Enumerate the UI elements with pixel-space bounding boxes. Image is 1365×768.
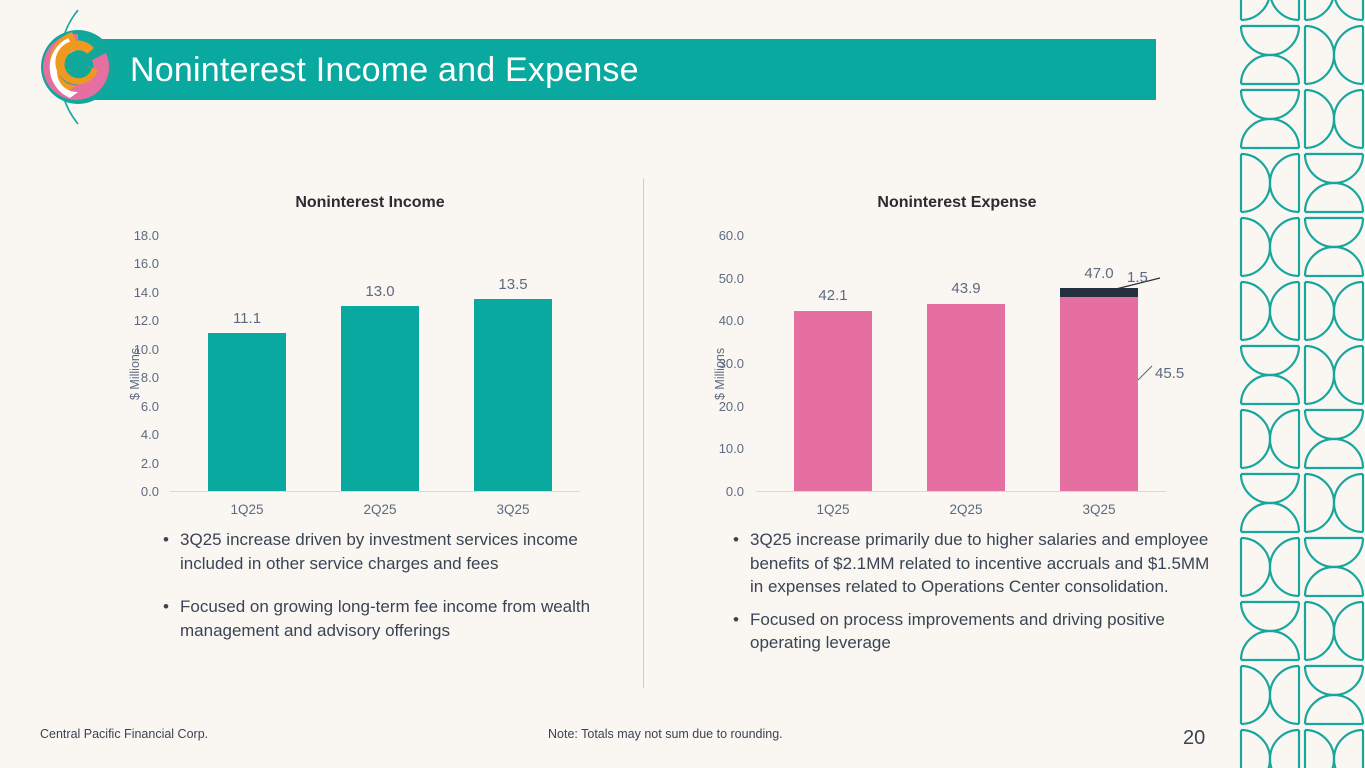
y-tick-left-10: 10.0	[133, 342, 159, 357]
list-item: • Focused on process improvements and dr…	[722, 608, 1214, 655]
bar-expense-2Q25	[927, 304, 1005, 491]
page-title: Noninterest Income and Expense	[130, 51, 639, 89]
vertical-divider	[643, 178, 644, 688]
y-tick-left-18: 18.0	[133, 228, 159, 243]
bar-expense-3Q25-core	[1060, 297, 1138, 491]
decorative-halfcircle-pattern	[1237, 0, 1365, 768]
list-item-text: Focused on growing long-term fee income …	[180, 597, 591, 640]
list-item-text: Focused on process improvements and driv…	[750, 609, 1165, 653]
callout-leader-lines	[1103, 277, 1161, 381]
y-tick-left-0: 0.0	[140, 484, 159, 499]
y-tick-left-14: 14.0	[133, 285, 159, 300]
bar-income-2Q25	[341, 306, 419, 491]
chart-title-noninterest-expense: Noninterest Expense	[877, 194, 1037, 211]
bullet-dot-icon: •	[163, 530, 169, 549]
data-label-income-1Q25: 11.1	[232, 310, 262, 327]
x-tick-left-1Q25: 1Q25	[230, 502, 264, 517]
x-tick-left-3Q25: 3Q25	[496, 502, 530, 517]
callout-label-consolidation: 1.5	[1127, 269, 1148, 286]
callout-label-core: 45.5	[1155, 365, 1185, 382]
bar-expense-3Q25-consolidation	[1060, 288, 1138, 297]
left-bullet-list: • 3Q25 increase driven by investment ser…	[152, 528, 612, 651]
x-axis-baseline-left	[170, 491, 580, 492]
bar-income-1Q25	[208, 333, 286, 491]
data-label-expense-2Q25: 43.9	[951, 280, 981, 297]
list-item-text: 3Q25 increase primarily due to higher sa…	[750, 530, 1210, 596]
bar-expense-1Q25	[794, 311, 872, 491]
x-axis-baseline-right	[756, 491, 1166, 492]
bar-income-3Q25	[474, 299, 552, 491]
header-bar	[85, 39, 1156, 100]
bullet-dot-icon: •	[733, 609, 739, 629]
y-tick-left-8: 8.0	[140, 370, 159, 385]
list-item: • 3Q25 increase primarily due to higher …	[722, 528, 1214, 599]
chart-title-noninterest-income: Noninterest Income	[295, 194, 445, 211]
y-tick-left-2: 2.0	[140, 456, 159, 471]
footer-note: Note: Totals may not sum due to rounding…	[548, 727, 783, 741]
y-tick-left-12: 12.0	[133, 313, 159, 328]
data-label-income-2Q25: 13.0	[365, 283, 395, 300]
right-bullet-list: • 3Q25 increase primarily due to higher …	[722, 528, 1214, 664]
y-tick-right-30: 30.0	[718, 356, 744, 371]
x-tick-left-2Q25: 2Q25	[363, 502, 397, 517]
central-pacific-swirl-logo	[32, 8, 122, 126]
data-label-expense-3Q25-total: 47.0	[1084, 265, 1114, 282]
data-label-income-3Q25: 13.5	[498, 276, 528, 293]
x-tick-right-1Q25: 1Q25	[816, 502, 850, 517]
y-tick-left-4: 4.0	[140, 427, 159, 442]
y-tick-right-0: 0.0	[725, 484, 744, 499]
y-tick-right-20: 20.0	[718, 399, 744, 414]
data-label-expense-1Q25: 42.1	[818, 287, 848, 304]
y-tick-right-50: 50.0	[718, 271, 744, 286]
y-tick-right-60: 60.0	[718, 228, 744, 243]
list-item: • 3Q25 increase driven by investment ser…	[152, 528, 612, 575]
y-tick-right-40: 40.0	[718, 313, 744, 328]
x-tick-right-3Q25: 3Q25	[1082, 502, 1116, 517]
page-number: 20	[1183, 727, 1206, 749]
x-tick-right-2Q25: 2Q25	[949, 502, 983, 517]
y-tick-right-10: 10.0	[718, 441, 744, 456]
bullet-dot-icon: •	[733, 530, 739, 549]
footer-company: Central Pacific Financial Corp.	[40, 727, 209, 741]
list-item-text: 3Q25 increase driven by investment servi…	[180, 530, 578, 573]
list-item: • Focused on growing long-term fee incom…	[152, 595, 612, 642]
bullet-dot-icon: •	[163, 597, 169, 616]
y-tick-left-16: 16.0	[133, 256, 159, 271]
y-tick-left-6: 6.0	[140, 399, 159, 414]
